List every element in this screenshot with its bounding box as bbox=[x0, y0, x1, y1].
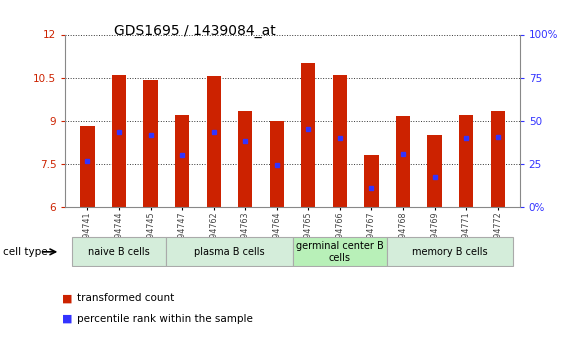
FancyBboxPatch shape bbox=[293, 237, 387, 266]
Text: naive B cells: naive B cells bbox=[88, 247, 150, 257]
Text: percentile rank within the sample: percentile rank within the sample bbox=[77, 314, 253, 324]
Bar bbox=[144, 80, 158, 207]
FancyBboxPatch shape bbox=[166, 237, 293, 266]
Text: plasma B cells: plasma B cells bbox=[194, 247, 265, 257]
Text: memory B cells: memory B cells bbox=[412, 247, 488, 257]
Bar bbox=[491, 111, 505, 207]
Bar bbox=[270, 121, 284, 207]
FancyBboxPatch shape bbox=[72, 237, 166, 266]
Bar bbox=[175, 115, 189, 207]
Text: GDS1695 / 1439084_at: GDS1695 / 1439084_at bbox=[114, 24, 275, 38]
Bar bbox=[238, 111, 252, 207]
Text: ■: ■ bbox=[62, 294, 73, 303]
Bar bbox=[112, 75, 126, 207]
Bar bbox=[80, 127, 94, 207]
Text: transformed count: transformed count bbox=[77, 294, 174, 303]
Text: germinal center B
cells: germinal center B cells bbox=[296, 241, 384, 263]
Bar bbox=[396, 117, 410, 207]
Bar bbox=[364, 155, 378, 207]
Bar bbox=[459, 115, 473, 207]
Bar bbox=[301, 63, 315, 207]
Bar bbox=[207, 76, 221, 207]
FancyBboxPatch shape bbox=[387, 237, 513, 266]
Text: cell type: cell type bbox=[3, 247, 48, 257]
Text: ■: ■ bbox=[62, 314, 73, 324]
Bar bbox=[428, 135, 442, 207]
Bar bbox=[333, 75, 347, 207]
